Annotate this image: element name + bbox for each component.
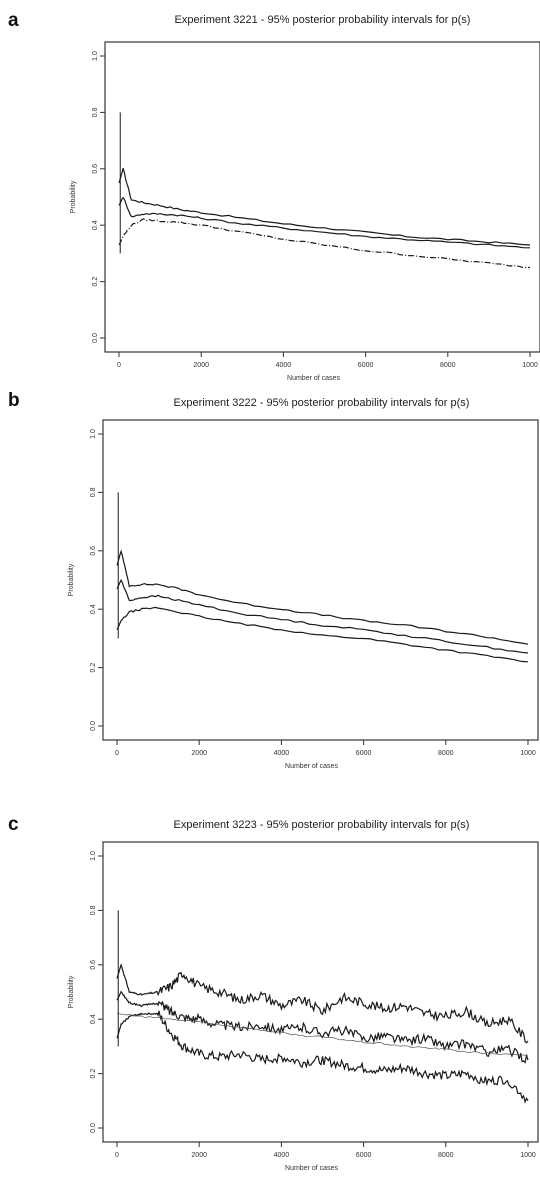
x-tick-label: 0 — [115, 750, 119, 757]
panel-letter: a — [8, 10, 19, 31]
x-tick-label: 1000 — [522, 362, 538, 369]
series-line — [118, 218, 530, 269]
y-axis-label: Probability — [68, 563, 75, 596]
y-tick-label: 0.8 — [92, 107, 99, 117]
y-tick-label: 1.0 — [90, 429, 97, 439]
x-axis-label: Number of cases — [287, 375, 340, 382]
plot-frame — [102, 841, 539, 1143]
chart-title: Experiment 3223 - 95% posterior probabil… — [173, 819, 470, 831]
y-tick-label: 0.6 — [90, 546, 97, 556]
panel-letter: c — [8, 814, 19, 835]
x-axis-label: Number of cases — [285, 763, 338, 770]
series-line — [116, 963, 529, 1044]
x-tick-label: 2000 — [191, 1152, 207, 1159]
x-tick-label: 6000 — [358, 362, 374, 369]
plot-frame — [102, 419, 539, 741]
y-tick-label: 0.4 — [92, 220, 99, 230]
chart-c: 0.0 0.2 0.4 0.6 0.8 1.0 0 2000 4000 6000 8000 1000 N… — [68, 841, 539, 1172]
series-line — [117, 1013, 529, 1057]
x-tick-label: 1000 — [520, 750, 536, 757]
series-line — [116, 606, 529, 663]
y-tick-label: 0.2 — [90, 1069, 97, 1079]
panel-a: a Experiment 3221 - 95% posterior probab… — [0, 0, 540, 390]
y-tick-label: 0.2 — [92, 277, 99, 287]
chart-a: 0.0 0.2 0.4 0.6 0.8 1.0 0 2000 4000 6000 8000 1000 N… — [70, 41, 540, 382]
x-tick-label: 8000 — [438, 1152, 454, 1159]
x-axis-label: Number of cases — [285, 1165, 338, 1172]
y-tick-label: 0.2 — [90, 663, 97, 673]
series-line — [116, 549, 529, 645]
x-tick-label: 2000 — [193, 362, 209, 369]
y-tick-label: 0.6 — [92, 164, 99, 174]
series-line — [118, 167, 531, 246]
series-line — [116, 1010, 529, 1104]
series-line — [116, 578, 529, 654]
y-tick-label: 1.0 — [92, 51, 99, 61]
y-tick-label: 0.6 — [90, 960, 97, 970]
panel-letter: b — [8, 390, 20, 411]
panel-b: b Experiment 3222 - 95% posterior probab… — [0, 390, 540, 786]
y-tick-label: 0.0 — [90, 721, 97, 731]
chart-title: Experiment 3221 - 95% posterior probabil… — [174, 14, 471, 26]
x-tick-label: 0 — [117, 362, 121, 369]
y-axis-label: Probability — [68, 975, 75, 1008]
x-tick-label: 4000 — [274, 1152, 290, 1159]
series-line — [116, 990, 529, 1064]
y-axis-label: Probability — [70, 180, 77, 213]
x-tick-label: 8000 — [438, 750, 454, 757]
panel-c: c Experiment 3223 - 95% posterior probab… — [0, 786, 540, 1183]
chart-b: 0.0 0.2 0.4 0.6 0.8 1.0 0 2000 4000 6000 8000 1000 N… — [68, 419, 539, 770]
y-tick-label: 0.0 — [90, 1123, 97, 1133]
chart-title: Experiment 3222 - 95% posterior probabil… — [173, 397, 470, 409]
y-tick-label: 0.8 — [90, 905, 97, 915]
x-tick-label: 4000 — [276, 362, 292, 369]
x-tick-label: 0 — [115, 1152, 119, 1159]
y-tick-label: 0.4 — [90, 604, 97, 614]
x-tick-label: 6000 — [356, 750, 372, 757]
x-tick-label: 4000 — [274, 750, 290, 757]
y-tick-label: 0.4 — [90, 1014, 97, 1024]
y-tick-label: 1.0 — [90, 851, 97, 861]
x-tick-label: 8000 — [440, 362, 456, 369]
x-tick-label: 1000 — [520, 1152, 536, 1159]
x-tick-label: 6000 — [356, 1152, 372, 1159]
y-tick-label: 0.8 — [90, 487, 97, 497]
plot-frame — [104, 41, 540, 353]
series-line — [118, 196, 531, 249]
y-tick-label: 0.0 — [92, 333, 99, 343]
x-tick-label: 2000 — [191, 750, 207, 757]
